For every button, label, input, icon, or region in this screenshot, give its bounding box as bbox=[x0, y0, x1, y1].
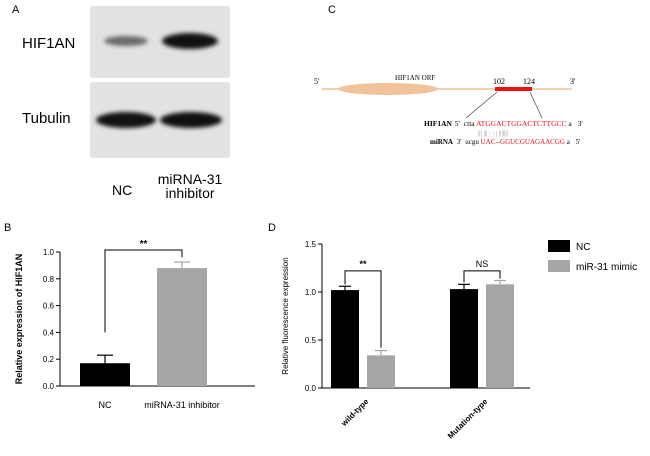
panel-a-letter: A bbox=[12, 4, 20, 16]
target-sequence: HIF1AN 5' ctta ATGGACTGGACTCTTGCC a 3' bbox=[424, 119, 583, 128]
mrna-3prime: 3' bbox=[570, 77, 576, 86]
lane-label-inhibitor: miRNA-31 inhibitor bbox=[157, 171, 223, 201]
x-tick-label: wild-type bbox=[339, 397, 371, 429]
x-tick-label: Mutation-type bbox=[446, 397, 490, 441]
y-tick-label: 1.0 bbox=[43, 248, 55, 257]
significance-bracket bbox=[104, 249, 183, 333]
hif1an-row-label: HIF1AN bbox=[22, 35, 76, 52]
pos-start: 102 bbox=[493, 77, 505, 86]
bar bbox=[331, 290, 359, 388]
x-tick-label: NC bbox=[99, 400, 112, 410]
y-tick-label: 0.6 bbox=[43, 302, 55, 311]
y-tick-label: 0.0 bbox=[43, 382, 55, 391]
y-tick-label: 1.0 bbox=[305, 288, 317, 297]
significance-bracket bbox=[344, 270, 382, 348]
legend-label: miR-31 mimic bbox=[576, 262, 637, 273]
legend-label: NC bbox=[576, 242, 590, 253]
panel-b-letter: B bbox=[4, 222, 12, 234]
significance-bracket bbox=[463, 270, 501, 283]
chart-b: 0.0 0.2 0.4 0.6 0.8 1.0 Relative expression of… bbox=[14, 239, 255, 410]
x-tick-label: miRNA-31 inhibitor bbox=[144, 400, 220, 410]
tubulin-band-inhibitor bbox=[160, 112, 222, 128]
tubulin-band-nc bbox=[96, 112, 156, 128]
panel-c-letter: C bbox=[328, 4, 336, 16]
panel-d-letter: D bbox=[268, 222, 276, 234]
bar bbox=[367, 355, 395, 388]
hif1an-band-inhibitor bbox=[162, 33, 218, 49]
orf-ellipse bbox=[338, 83, 438, 95]
y-tick-label: 0.5 bbox=[305, 336, 317, 345]
pos-end: 124 bbox=[523, 77, 535, 86]
bar bbox=[80, 363, 130, 386]
hif1an-band-nc bbox=[104, 36, 148, 46]
y-axis-label: Relative fluorescence expression bbox=[281, 257, 290, 374]
y-axis-label: Relative expression of HIF1AN bbox=[14, 254, 24, 385]
lane-label-nc: NC bbox=[112, 182, 133, 198]
bar bbox=[486, 284, 514, 388]
y-tick-label: 1.5 bbox=[305, 240, 317, 249]
mrna-5prime: 5' bbox=[314, 77, 320, 86]
tubulin-row-label: Tubulin bbox=[22, 110, 71, 127]
zoom-line-right bbox=[529, 91, 543, 119]
tubulin-blot-image bbox=[90, 82, 230, 158]
y-tick-label: 0.0 bbox=[305, 384, 317, 393]
hif1an-blot-image bbox=[90, 6, 230, 78]
significance-label: ** bbox=[140, 239, 148, 250]
significance-label: ** bbox=[359, 259, 367, 269]
bar bbox=[157, 268, 207, 386]
zoom-line-left bbox=[465, 91, 498, 119]
y-tick-label: 0.2 bbox=[43, 355, 55, 364]
legend-swatch bbox=[548, 240, 570, 252]
orf-label: HIF1AN ORF bbox=[395, 74, 435, 82]
y-tick-label: 0.4 bbox=[43, 328, 55, 337]
bar bbox=[450, 289, 478, 388]
y-tick-label: 0.8 bbox=[43, 275, 55, 284]
pairing-marks: ||| ||| : : | ||||||| bbox=[478, 130, 508, 137]
binding-site-diagram: 5' 3' HIF1AN ORF 102 124 HIF1AN 5' ctta … bbox=[314, 74, 583, 146]
significance-label: NS bbox=[476, 259, 489, 269]
mirna-sequence: miRNA 3' ucgu UAC--GGUCGUAGAACGG a 5' bbox=[430, 138, 580, 146]
legend-swatch bbox=[548, 260, 570, 272]
chart-d: 0.0 0.5 1.0 1.5 Relative fluorescence expres… bbox=[281, 240, 637, 441]
